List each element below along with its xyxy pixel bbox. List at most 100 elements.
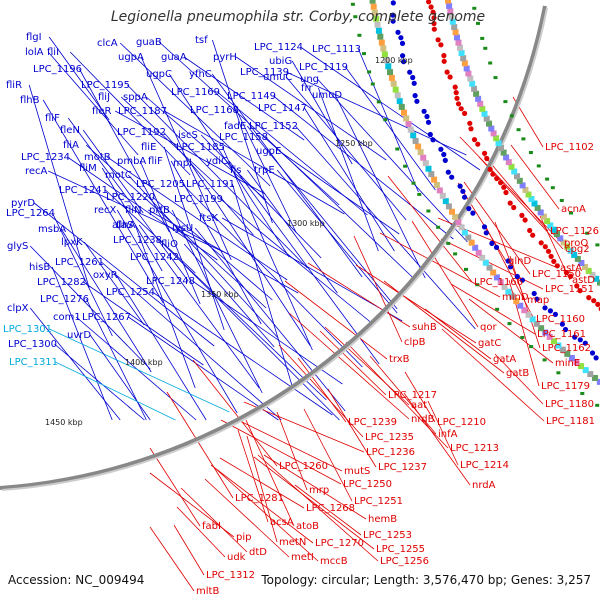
label-connector [85,144,267,309]
gene-label: LPC_1149 [227,91,276,102]
feature-block [377,33,384,40]
reverse-gene-mark [591,298,597,304]
feature-block [428,171,435,178]
gene-label: LPC_1250 [343,479,392,490]
gene-label: fliF [148,156,163,167]
feature-block [578,260,585,266]
gene-label: frr [301,83,313,94]
reverse-gene-mark [538,240,544,246]
label-connector [318,87,379,252]
feature-block [592,375,598,381]
gene-label: suhB [412,322,437,333]
gene-label: metN [279,537,306,548]
feature-block [585,267,592,274]
gene-label: LPC_1210 [437,417,486,428]
label-connector [387,175,473,283]
map-title: Legionella pneumophila str. Corby, compl… [111,9,485,25]
reverse-gene-mark [444,69,450,75]
gene-label: LPC_1276 [40,294,89,305]
gene-label: LPC_1180 [545,399,594,410]
gene-label: LPC_1300 [8,339,57,350]
gc-mark [528,151,533,154]
gene-label: fliF [45,113,60,124]
feature-block [396,98,403,105]
label-connector [33,202,215,347]
reverse-gene-mark [503,189,509,196]
feature-block [505,159,512,166]
reverse-gene-mark [501,184,507,190]
gene-label: LPC_1160 [536,314,585,325]
gene-label: LPC_1238 [113,235,162,246]
gene-label: LPC_1261 [55,257,104,268]
gene-label: LPC_1235 [365,432,414,443]
label-connector [183,243,275,348]
feature-block [461,60,468,67]
forward-gene-mark [577,337,583,343]
feature-block [593,275,600,282]
reverse-gene-mark [468,126,474,132]
feature-block [564,350,571,357]
feature-block [452,213,459,220]
gene-label: LPC_1113 [312,44,361,55]
reverse-gene-mark [453,90,459,96]
gene-label: gatA [493,354,516,365]
feature-block [564,243,571,250]
gene-label: mltB [196,586,219,597]
gene-label: fleN [60,125,80,136]
gene-label: motC [105,170,132,181]
reverse-gene-mark [484,155,490,162]
feature-block [388,74,395,81]
gene-label: LPC_1150 [532,269,581,280]
feature-block [436,187,443,194]
forward-gene-mark [398,35,404,41]
gene-label: pip [236,532,251,543]
gene-label: LPC_1239 [348,417,397,428]
label-connector [291,60,353,165]
feature-block [475,95,482,102]
label-connector [300,46,481,171]
feature-block [449,208,455,215]
label-connector [539,215,571,281]
gc-mark [521,137,526,141]
feature-block [370,3,377,10]
label-connector [243,401,365,453]
gene-label: clpB [404,337,426,348]
feature-block [488,125,495,132]
gc-mark [417,192,422,196]
label-connector [222,217,403,322]
gc-mark [493,76,498,80]
label-connector [116,209,238,414]
gene-label: LPC_1237 [378,462,427,473]
label-connector [60,228,152,373]
label-connector [284,280,388,360]
feature-block [457,44,463,51]
label-connector [48,36,110,121]
label-connector [149,447,201,527]
label-connector [383,280,505,374]
feature-block [578,363,584,370]
forward-gene-mark [457,183,463,189]
forward-gene-mark [483,230,489,236]
label-connector [183,56,305,141]
gene-label: tsf [195,35,208,46]
feature-block [420,154,427,161]
label-connector [28,84,90,289]
feature-block [587,371,594,378]
feature-block [557,235,564,242]
feature-block [522,186,529,193]
reverse-gene-mark [554,263,560,269]
kbp-tick-label: 1450 kbp [45,418,83,427]
label-connector [245,419,295,527]
gene-label: LPC_1214 [460,460,509,471]
feature-block [568,355,575,361]
feature-block [534,204,541,211]
gene-label: LPC_1196 [33,64,82,75]
feature-block [498,144,504,151]
feature-block [463,65,470,72]
gc-mark [545,177,550,181]
gene-label: lysU [172,223,193,234]
forward-gene-mark [390,0,396,6]
label-connector [288,312,410,420]
forward-gene-mark [390,18,396,24]
